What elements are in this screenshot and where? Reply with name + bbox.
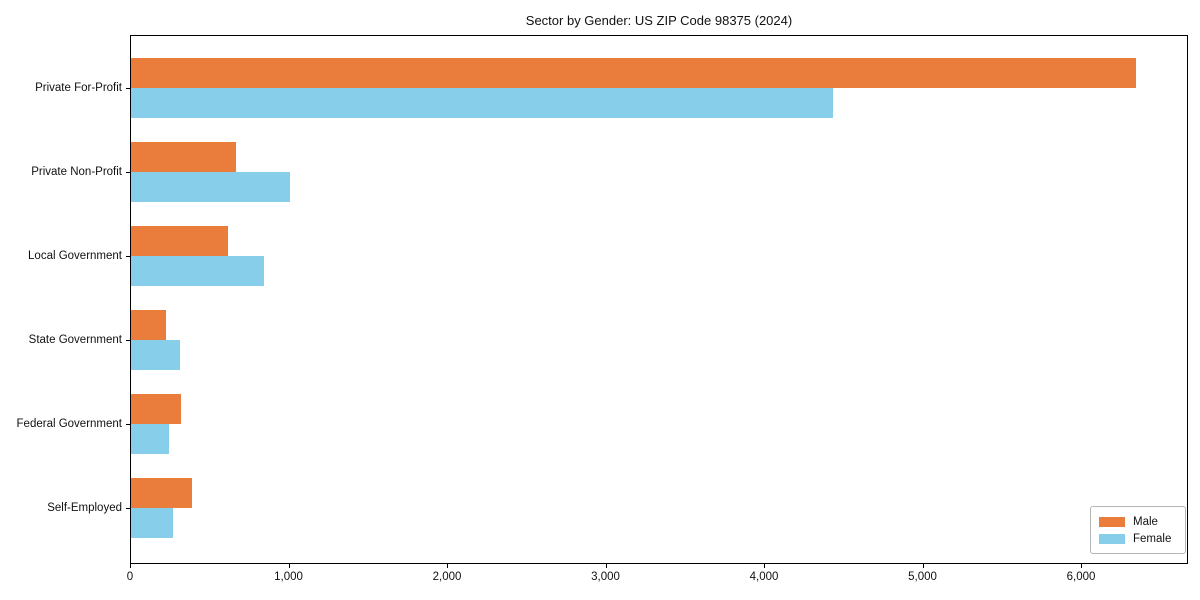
y-axis-category-label: Private For-Profit (35, 82, 122, 94)
bar-female (131, 424, 169, 454)
legend: Male Female (1090, 506, 1186, 554)
bar-male (131, 142, 236, 172)
x-axis-tick-label: 2,000 (432, 571, 462, 583)
bar-male (131, 478, 192, 508)
x-axis-tick (288, 564, 290, 568)
chart-title: Sector by Gender: US ZIP Code 98375 (202… (525, 13, 793, 28)
y-axis-category-label: Federal Government (16, 418, 122, 430)
x-axis-tick-label: 3,000 (591, 571, 620, 583)
y-axis-category-label: Self-Employed (47, 502, 122, 514)
x-axis-tick (447, 564, 448, 568)
y-axis-tick (126, 256, 130, 257)
bar-male (131, 310, 166, 340)
legend-item: Female (1099, 533, 1177, 545)
plot-area (130, 35, 1188, 564)
bar-female (131, 88, 833, 118)
bar-male (131, 58, 1136, 88)
bar-male (131, 394, 181, 424)
y-axis-tick (126, 88, 130, 89)
y-axis-category-label: Local Government (28, 250, 122, 262)
bar-female (131, 256, 264, 286)
x-axis-tick-label: 6,000 (1066, 571, 1096, 583)
bar-female (131, 340, 180, 370)
x-axis-tick-label: 4,000 (749, 571, 779, 583)
legend-item: Male (1099, 516, 1177, 528)
legend-label: Male (1133, 515, 1158, 528)
x-axis-tick-label: 5,000 (908, 571, 937, 583)
y-axis-tick (126, 340, 130, 341)
y-axis-tick (126, 172, 130, 173)
bar-female (131, 508, 173, 538)
y-axis-category-label: Private Non-Profit (31, 166, 122, 178)
legend-swatch (1099, 516, 1125, 527)
x-axis-tick-label: 0 (126, 571, 134, 583)
x-axis-tick (1081, 564, 1082, 568)
y-axis-category-label: State Government (28, 334, 122, 346)
x-axis-tick (764, 564, 765, 568)
y-axis-tick (126, 424, 130, 425)
x-axis-tick (922, 564, 924, 568)
bar-male (131, 226, 228, 256)
bar-female (131, 172, 290, 202)
x-axis-tick-label: 1,000 (274, 571, 303, 583)
x-axis-tick (605, 564, 607, 568)
y-axis-tick (126, 508, 130, 509)
x-axis-tick (130, 564, 131, 568)
legend-swatch (1099, 533, 1125, 544)
legend-label: Female (1133, 532, 1172, 545)
